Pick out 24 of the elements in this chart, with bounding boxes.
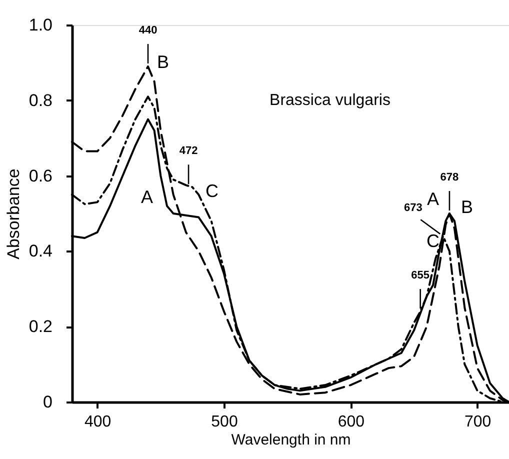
x-axis-title: Wavelength in nm	[231, 432, 351, 448]
annotation: 673	[404, 202, 422, 214]
y-tick-label: 0.4	[28, 242, 52, 261]
annotation: C	[206, 181, 218, 201]
y-tick-label: 1.0	[28, 16, 52, 34]
y-tick-label: 0	[43, 392, 52, 412]
y-tick-label: 0.2	[28, 317, 52, 336]
annotation: B	[460, 197, 474, 217]
x-tick-label: 600	[338, 414, 365, 430]
annotation: 678	[440, 172, 459, 184]
x-tick-label: 400	[84, 414, 112, 430]
y-axis-title: Absorbance	[4, 168, 23, 260]
annotation: 472	[179, 145, 198, 158]
annotation: A	[140, 187, 154, 207]
x-tick-label: 500	[211, 414, 238, 430]
annotation: A	[426, 189, 440, 209]
y-tick-label: 0.8	[28, 90, 52, 110]
annotation: B	[156, 52, 170, 72]
y-tick-label: 0.6	[28, 166, 52, 186]
annotation: 655	[411, 270, 430, 282]
annotation: 440	[138, 24, 158, 36]
annotation: Brassica vulgaris	[270, 92, 390, 109]
annotation: C	[426, 231, 440, 251]
x-tick-label: 700	[464, 414, 492, 430]
